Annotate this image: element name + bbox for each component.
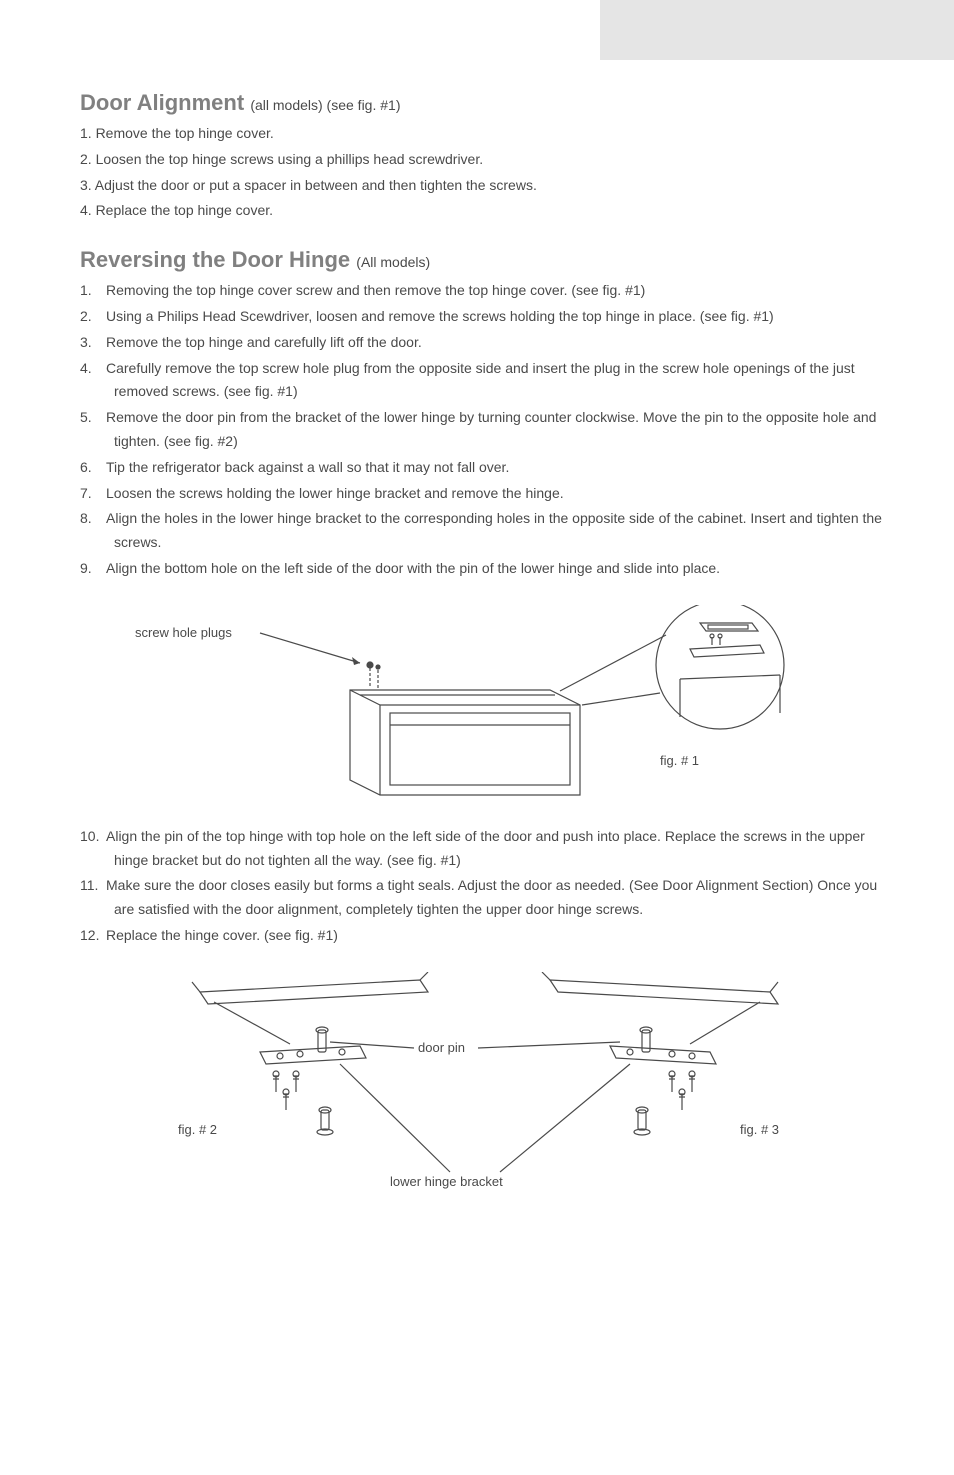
- list-item: 12.Replace the hinge cover. (see fig. #1…: [80, 924, 894, 948]
- section2-suffix: (All models): [356, 254, 430, 270]
- section2-title: Reversing the Door Hinge (All models): [80, 247, 894, 273]
- door-pin-label: door pin: [418, 1040, 465, 1055]
- section2-title-text: Reversing the Door Hinge: [80, 247, 350, 272]
- list-item: 6.Tip the refrigerator back against a wa…: [80, 456, 894, 480]
- list-item: 8.Align the holes in the lower hinge bra…: [80, 507, 894, 555]
- screw-hole-plugs-label: screw hole plugs: [135, 625, 232, 640]
- figure-1-svg: screw hole plugs: [80, 605, 840, 805]
- list-item: 3. Adjust the door or put a spacer in be…: [80, 174, 894, 198]
- page-content: Door Alignment (all models) (see fig. #1…: [0, 60, 954, 1262]
- list-item: 11.Make sure the door closes easily but …: [80, 874, 894, 922]
- section1-title-text: Door Alignment: [80, 90, 244, 115]
- list-item: 2.Using a Philips Head Scewdriver, loose…: [80, 305, 894, 329]
- figure-1: screw hole plugs: [80, 605, 894, 805]
- fig3-label: fig. # 3: [740, 1122, 779, 1137]
- fig2-label: fig. # 2: [178, 1122, 217, 1137]
- section1-title: Door Alignment (all models) (see fig. #1…: [80, 90, 894, 116]
- section2-list-a: 1.Removing the top hinge cover screw and…: [80, 279, 894, 581]
- section2-list-b: 10.Align the pin of the top hinge with t…: [80, 825, 894, 948]
- figure-2-3: door pin: [80, 972, 894, 1202]
- lower-hinge-bracket-label: lower hinge bracket: [390, 1174, 503, 1189]
- list-item: 7.Loosen the screws holding the lower hi…: [80, 482, 894, 506]
- figure-2-3-svg: door pin: [80, 972, 860, 1202]
- header-gray-block: [600, 0, 954, 60]
- list-item: 4. Replace the top hinge cover.: [80, 199, 894, 223]
- list-item: 1.Removing the top hinge cover screw and…: [80, 279, 894, 303]
- list-item: 2. Loosen the top hinge screws using a p…: [80, 148, 894, 172]
- list-item: 5.Remove the door pin from the bracket o…: [80, 406, 894, 454]
- fig1-label: fig. # 1: [660, 753, 699, 768]
- list-item: 1. Remove the top hinge cover.: [80, 122, 894, 146]
- section1-suffix: (all models) (see fig. #1): [250, 97, 400, 113]
- list-item: 3.Remove the top hinge and carefully lif…: [80, 331, 894, 355]
- list-item: 10.Align the pin of the top hinge with t…: [80, 825, 894, 873]
- list-item: 4.Carefully remove the top screw hole pl…: [80, 357, 894, 405]
- list-item: 9.Align the bottom hole on the left side…: [80, 557, 894, 581]
- section1-list: 1. Remove the top hinge cover. 2. Loosen…: [80, 122, 894, 223]
